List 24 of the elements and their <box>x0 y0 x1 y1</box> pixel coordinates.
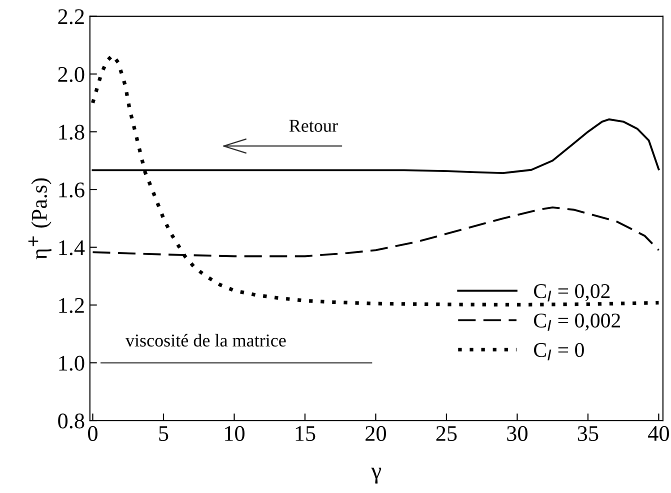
x-axis-title: γ <box>371 468 382 484</box>
legend-label: C$_{I}$ = 0,02 <box>534 284 610 302</box>
x-tick-label: 25 <box>436 426 457 442</box>
y-tick-label: 1.0 <box>59 356 84 371</box>
annotation: viscosité de la matrice <box>125 334 286 347</box>
x-tick-label: 15 <box>296 426 316 442</box>
x-tick-label: 0 <box>88 426 98 442</box>
x-tick-label: 40 <box>648 426 669 442</box>
x-tick-label: 5 <box>159 426 168 442</box>
y-tick-label: 1.2 <box>59 298 84 314</box>
legend-label: C$_{I}$ = 0 <box>534 342 584 360</box>
x-tick-label: 20 <box>366 426 386 442</box>
y-tick-label: 2.2 <box>58 9 84 24</box>
x-tick-label: 35 <box>578 426 598 442</box>
y-tick-label: 2.0 <box>58 66 84 82</box>
x-tick-label: 30 <box>507 426 528 442</box>
y-tick-label: 1.6 <box>59 182 84 198</box>
legend-label: C$_{I}$ = 0,002 <box>534 314 620 331</box>
annotation: Retour <box>289 120 338 132</box>
y-tick-label: 1.4 <box>59 240 85 256</box>
x-tick-label: 10 <box>225 426 244 442</box>
y-axis-title: η$^{+}$ (Pa.s) <box>28 178 52 260</box>
y-tick-label: 0.8 <box>58 413 84 429</box>
y-tick-label: 1.8 <box>59 124 84 140</box>
